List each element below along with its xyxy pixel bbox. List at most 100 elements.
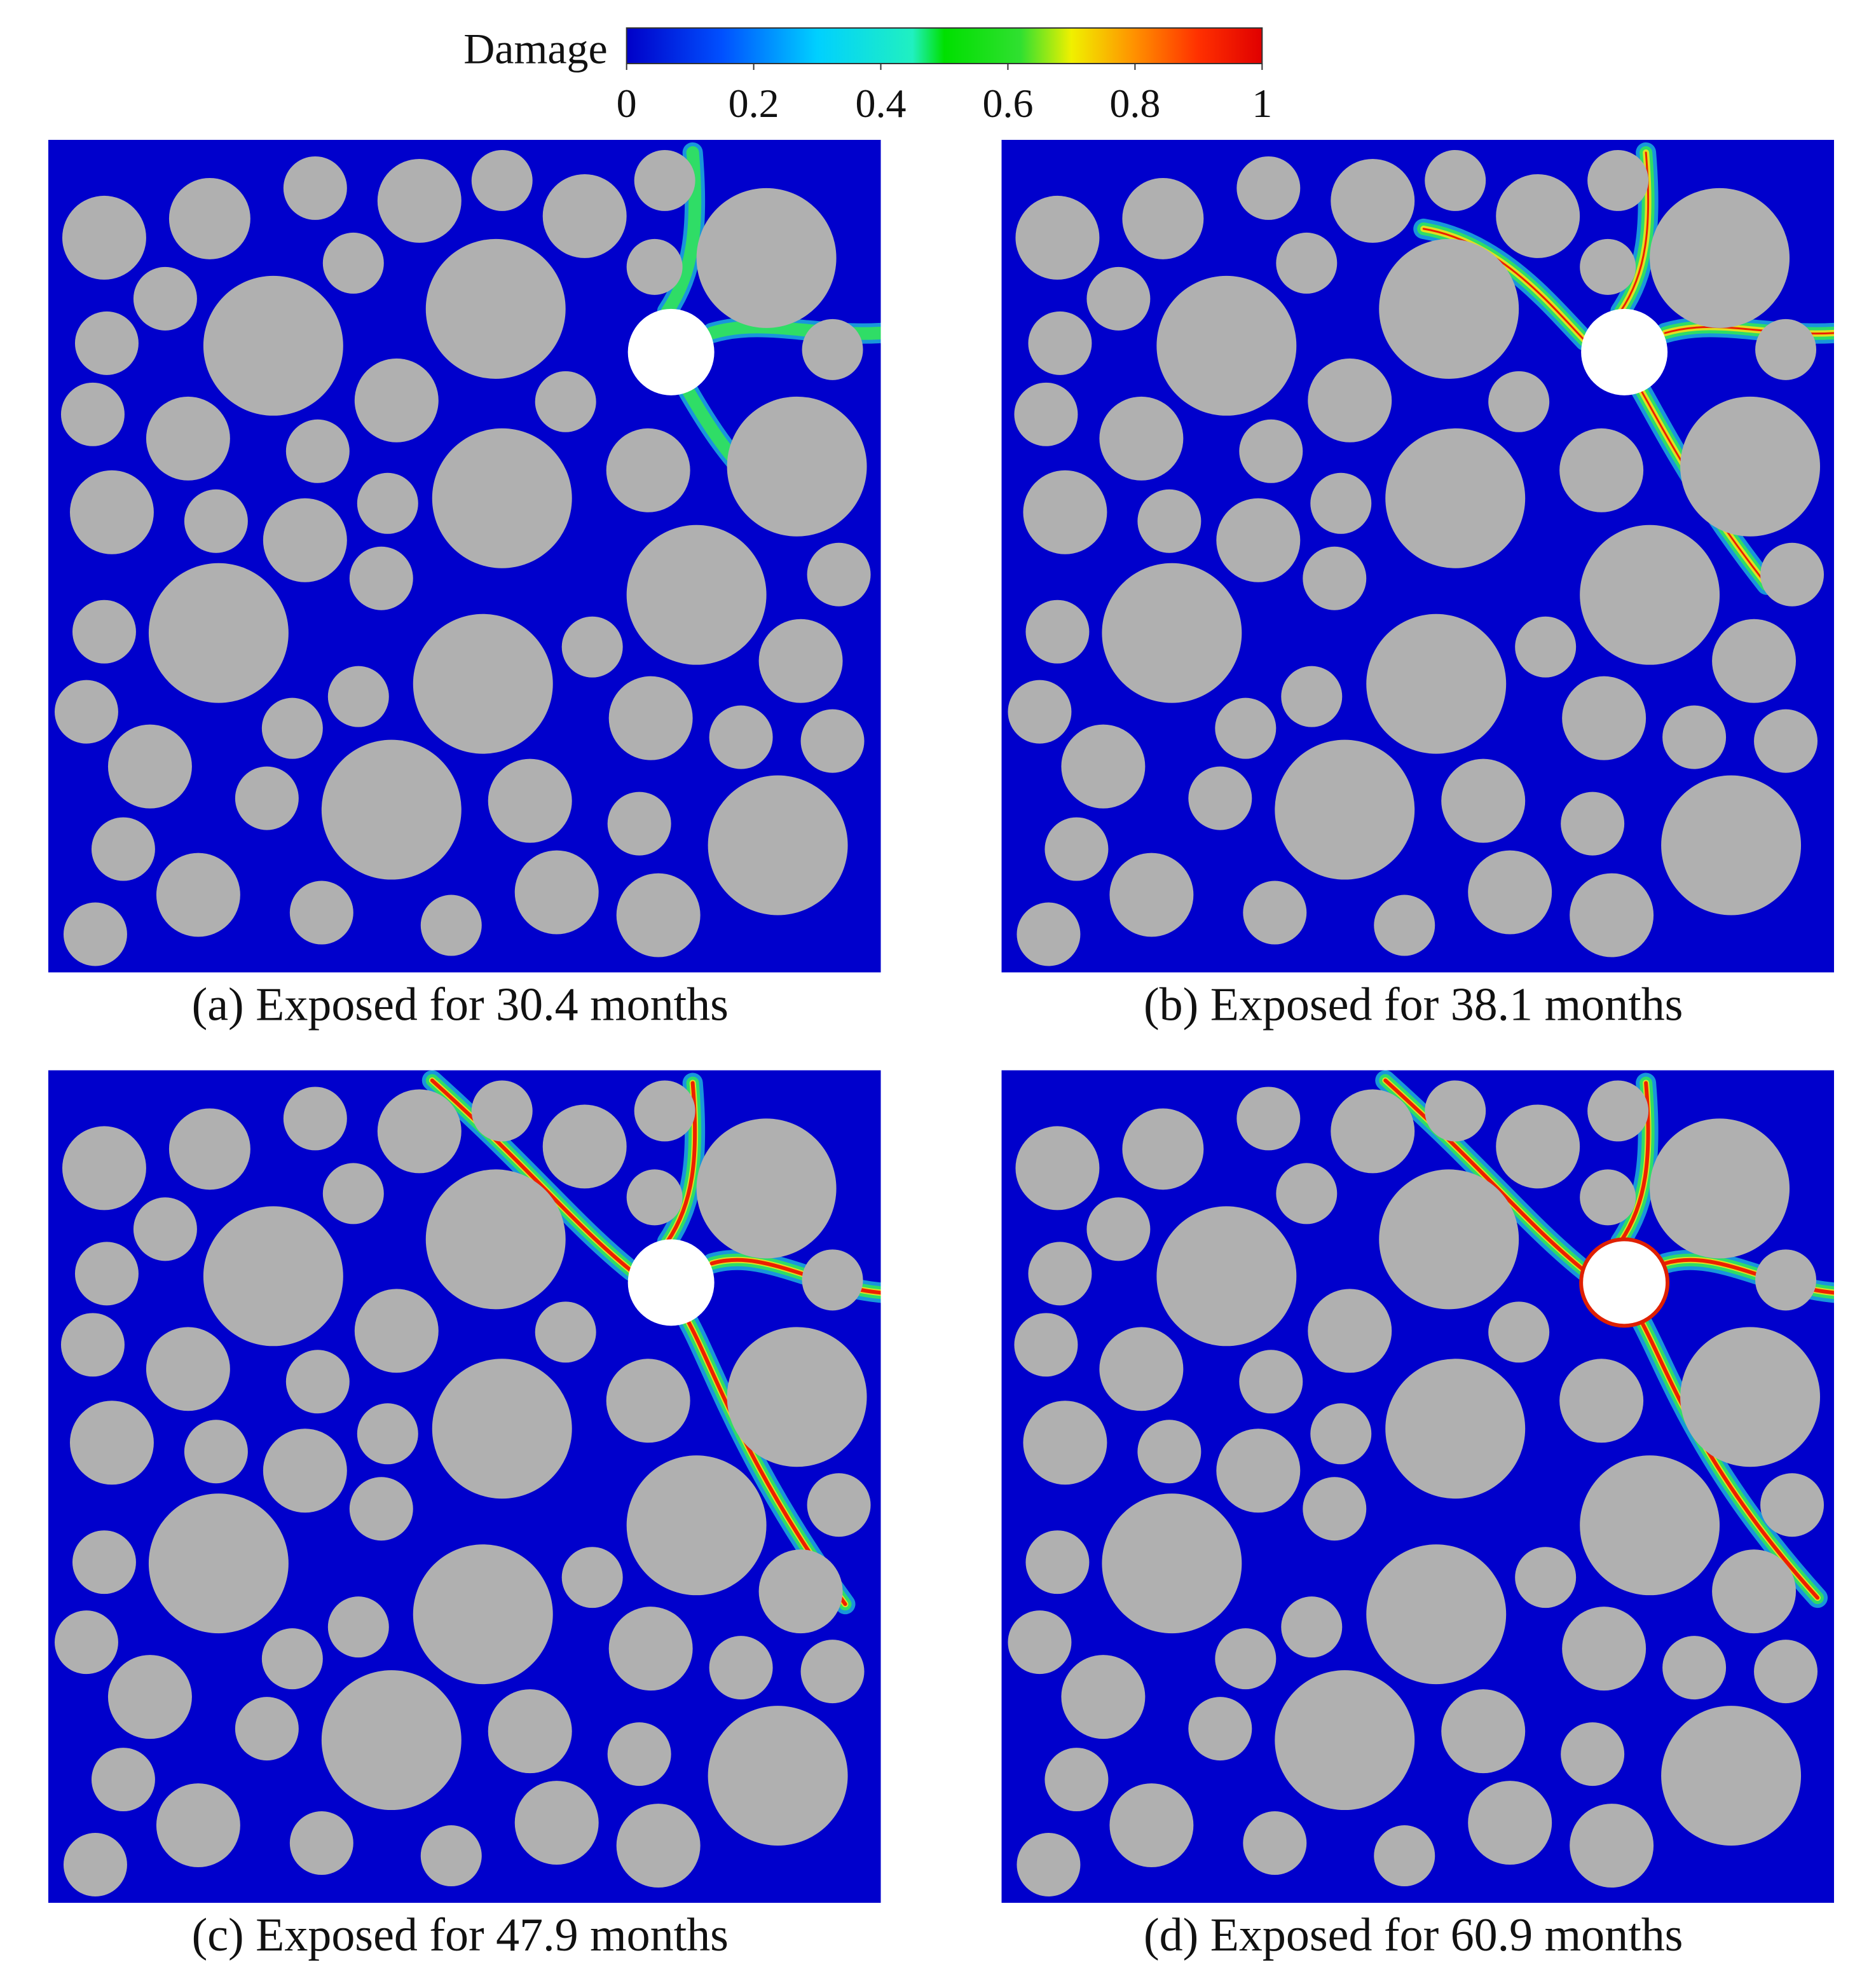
hole <box>627 308 715 395</box>
aggregate <box>1385 428 1526 568</box>
aggregate <box>1275 739 1415 880</box>
aggregate <box>69 1401 154 1485</box>
aggregate <box>420 895 482 956</box>
aggregate <box>285 1350 350 1414</box>
aggregate <box>63 902 127 966</box>
aggregate <box>1086 1197 1151 1261</box>
aggregate <box>203 275 343 416</box>
aggregate <box>1044 817 1109 881</box>
aggregate <box>606 428 690 512</box>
aggregate <box>263 1429 347 1513</box>
aggregate <box>283 1087 347 1151</box>
aggregate <box>1023 470 1107 554</box>
aggregate <box>425 238 566 379</box>
aggregate <box>1661 775 1802 915</box>
aggregate <box>696 1118 837 1259</box>
aggregate <box>634 1080 695 1142</box>
aggregate <box>168 1108 250 1190</box>
aggregate <box>168 177 250 259</box>
aggregate <box>542 174 627 258</box>
panel-content <box>48 139 881 973</box>
aggregate <box>1570 1804 1654 1888</box>
aggregate <box>1156 1206 1297 1347</box>
aggregate <box>1061 1655 1146 1739</box>
aggregate <box>1680 1327 1821 1467</box>
aggregate <box>357 1403 418 1465</box>
aggregate <box>156 1783 240 1868</box>
aggregate <box>488 758 572 843</box>
aggregate <box>1188 766 1252 830</box>
aggregate <box>62 195 146 280</box>
aggregate <box>263 498 347 582</box>
aggregate <box>354 1289 439 1373</box>
aggregate <box>54 680 118 744</box>
aggregate <box>1561 1722 1625 1786</box>
aggregate <box>1017 902 1081 966</box>
aggregate <box>349 546 413 610</box>
aggregate <box>607 1722 671 1786</box>
aggregate <box>1308 1289 1392 1373</box>
crack <box>430 1078 634 1273</box>
aggregate <box>471 149 533 211</box>
aggregate <box>708 775 848 915</box>
hole <box>627 1239 715 1326</box>
aggregate <box>1310 472 1372 534</box>
aggregate <box>488 1689 572 1774</box>
aggregate <box>72 1530 136 1594</box>
aggregate <box>1308 358 1392 442</box>
aggregate <box>235 1697 299 1761</box>
aggregate <box>1023 1401 1107 1485</box>
aggregate <box>156 853 240 937</box>
aggregate <box>535 1301 596 1363</box>
aggregate <box>1580 238 1636 295</box>
aggregate <box>1468 1781 1552 1865</box>
aggregate <box>203 1206 343 1347</box>
colorbar <box>626 27 1263 64</box>
aggregate <box>1712 1549 1797 1634</box>
aggregate <box>1014 382 1078 446</box>
aggregate <box>1379 1169 1519 1310</box>
aggregate <box>1580 1455 1720 1596</box>
aggregate <box>327 1596 389 1658</box>
aggregate <box>514 850 599 935</box>
aggregate <box>1587 149 1649 211</box>
aggregate <box>148 1493 289 1634</box>
panel-content <box>1001 139 1835 973</box>
aggregate <box>1331 158 1415 243</box>
panel: (b) Exposed for 38.1 months <box>1001 139 1835 1031</box>
aggregate <box>1468 850 1552 935</box>
aggregate <box>1276 1163 1338 1224</box>
aggregate <box>261 697 323 759</box>
aggregate <box>107 724 192 809</box>
aggregate <box>1496 174 1580 258</box>
aggregate <box>432 428 572 568</box>
aggregate <box>1562 1607 1646 1691</box>
aggregate <box>1014 1313 1078 1377</box>
aggregate <box>1008 680 1072 744</box>
colorbar-tick-label: 1 <box>1252 81 1272 126</box>
aggregate <box>1243 1811 1307 1875</box>
aggregate <box>184 489 248 553</box>
aggregate <box>425 1169 566 1310</box>
aggregate <box>148 563 289 703</box>
aggregate <box>1561 792 1625 856</box>
aggregate <box>626 1169 683 1226</box>
aggregate <box>91 1748 155 1812</box>
aggregate <box>413 1544 553 1685</box>
aggregate <box>1276 232 1338 294</box>
aggregate <box>1425 149 1486 211</box>
aggregate <box>1025 600 1090 664</box>
panel: (a) Exposed for 30.4 months <box>48 139 881 1031</box>
aggregate <box>1366 614 1507 754</box>
crack <box>1422 228 1586 342</box>
aggregate <box>1379 238 1519 379</box>
aggregate <box>1215 697 1277 759</box>
aggregate <box>1488 1301 1550 1363</box>
aggregate <box>535 371 596 432</box>
aggregate <box>634 149 695 211</box>
aggregate <box>1374 1825 1435 1887</box>
aggregate <box>1008 1610 1072 1675</box>
panel-content <box>1001 1070 1835 1903</box>
aggregate <box>1650 1118 1790 1259</box>
aggregate <box>1061 724 1146 809</box>
